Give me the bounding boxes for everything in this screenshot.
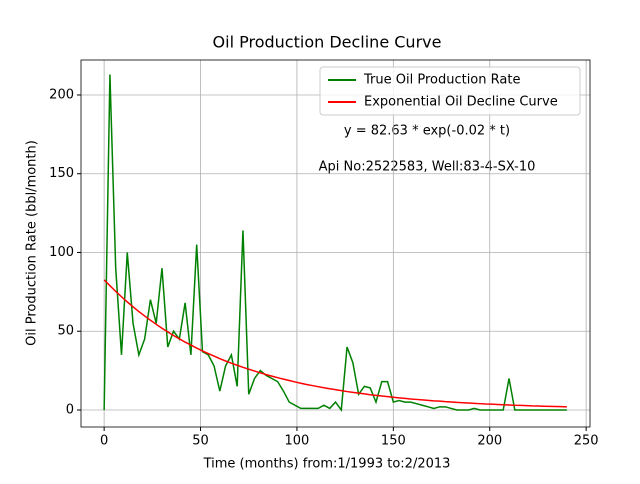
y-axis-label: Oil Production Rate (bbl/month) — [25, 140, 40, 346]
data-line — [103, 279, 567, 408]
x-tick-label: 100 — [285, 434, 310, 449]
chart-title: Oil Production Decline Curve — [213, 33, 442, 52]
equation-annotation: y = 82.63 * exp(-0.02 * t) — [344, 124, 510, 139]
x-tick-label: 0 — [100, 434, 108, 449]
plot-frame — [80, 59, 591, 428]
y-tick-label: 150 — [49, 166, 74, 181]
x-tick-label: 200 — [477, 434, 502, 449]
x-axis-label: Time (months) from:1/1993 to:2/2013 — [203, 457, 451, 472]
x-tick-label: 50 — [192, 434, 209, 449]
y-tick-label: 50 — [57, 324, 74, 339]
legend-label: Exponential Oil Decline Curve — [364, 95, 558, 110]
well-annotation: Api No:2522583, Well:83-4-SX-10 — [319, 160, 536, 175]
y-tick-label: 100 — [49, 245, 74, 260]
legend: True Oil Production Rate Exponential Oil … — [319, 66, 581, 116]
y-tick-label: 0 — [66, 402, 74, 417]
y-tick-label: 200 — [49, 87, 74, 102]
legend-label: True Oil Production Rate — [363, 73, 520, 88]
x-tick-label: 250 — [574, 434, 599, 449]
legend-box — [319, 66, 581, 116]
x-tick-label: 150 — [381, 434, 406, 449]
data-line — [103, 74, 567, 413]
